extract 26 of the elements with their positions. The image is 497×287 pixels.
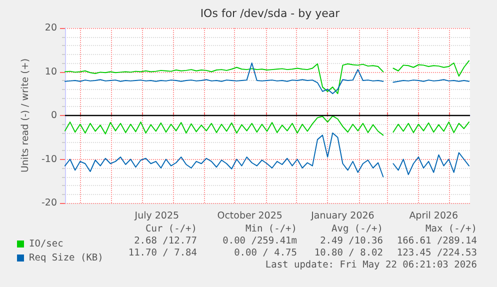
text: 0.00 /259.41m bbox=[222, 236, 298, 246]
text: 11.70 / 7.84 bbox=[128, 248, 198, 258]
text: Cur (-/+) bbox=[146, 224, 197, 234]
y-tick-label: 0 bbox=[50, 110, 57, 121]
text: 2.68 /12.77 bbox=[134, 236, 197, 246]
text: Avg (-/+) bbox=[332, 224, 383, 234]
chart-title: IOs for /dev/sda - by year bbox=[200, 7, 340, 20]
x-tick-label: April 2026 bbox=[409, 210, 458, 222]
text: Last update: Fri May 22 06:21:03 2026 bbox=[265, 260, 478, 270]
x-tick-label: October 2025 bbox=[217, 210, 282, 222]
y-tick-label: -10 bbox=[41, 154, 57, 165]
text: Max (-/+) bbox=[426, 224, 477, 234]
text: Min (-/+) bbox=[246, 224, 297, 234]
text: 2.49 /10.36 bbox=[320, 236, 384, 246]
legend-label: Req Size (KB) bbox=[29, 252, 104, 264]
text: 166.61 /289.14 bbox=[396, 236, 478, 246]
text: 10.80 / 8.02 bbox=[314, 248, 383, 258]
text: 123.45 /224.53 bbox=[396, 248, 477, 258]
y-tick-label: 20 bbox=[44, 22, 57, 34]
x-tick-label: January 2026 bbox=[310, 210, 374, 222]
y-axis-title: Units read (-) / write (+) bbox=[20, 58, 32, 173]
x-tick-label: July 2025 bbox=[134, 210, 180, 222]
text: 0.00 / 4.75 bbox=[234, 248, 297, 258]
y-tick-label: 10 bbox=[44, 66, 57, 78]
legend-label: IO/sec bbox=[29, 238, 64, 250]
y-tick-label: -20 bbox=[41, 198, 57, 208]
